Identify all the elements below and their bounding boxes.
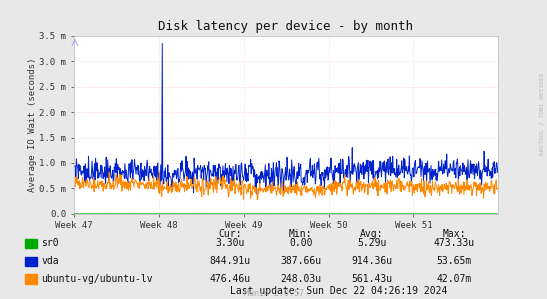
Text: 53.65m: 53.65m bbox=[437, 256, 472, 266]
Text: 914.36u: 914.36u bbox=[351, 256, 393, 266]
Text: Cur:: Cur: bbox=[218, 229, 241, 239]
Text: 0.00: 0.00 bbox=[289, 238, 312, 248]
Text: 473.33u: 473.33u bbox=[433, 238, 475, 248]
Text: Munin 2.0.57: Munin 2.0.57 bbox=[243, 289, 304, 298]
Text: 42.07m: 42.07m bbox=[437, 274, 472, 284]
Text: vda: vda bbox=[41, 256, 59, 266]
Text: 387.66u: 387.66u bbox=[280, 256, 322, 266]
Text: 561.43u: 561.43u bbox=[351, 274, 393, 284]
Text: RRDTOOL / TOBI OETIKER: RRDTOOL / TOBI OETIKER bbox=[539, 72, 544, 155]
Text: sr0: sr0 bbox=[41, 238, 59, 248]
Text: Avg:: Avg: bbox=[360, 229, 383, 239]
Text: Last update: Sun Dec 22 04:26:19 2024: Last update: Sun Dec 22 04:26:19 2024 bbox=[230, 286, 448, 296]
Text: 476.46u: 476.46u bbox=[209, 274, 251, 284]
Text: Min:: Min: bbox=[289, 229, 312, 239]
Text: Max:: Max: bbox=[443, 229, 465, 239]
Text: 248.03u: 248.03u bbox=[280, 274, 322, 284]
Text: 3.30u: 3.30u bbox=[215, 238, 245, 248]
Y-axis label: Average IO Wait (seconds): Average IO Wait (seconds) bbox=[27, 58, 37, 192]
Title: Disk latency per device - by month: Disk latency per device - by month bbox=[158, 20, 414, 33]
Text: 844.91u: 844.91u bbox=[209, 256, 251, 266]
Text: ubuntu-vg/ubuntu-lv: ubuntu-vg/ubuntu-lv bbox=[41, 274, 153, 284]
Text: 5.29u: 5.29u bbox=[357, 238, 387, 248]
